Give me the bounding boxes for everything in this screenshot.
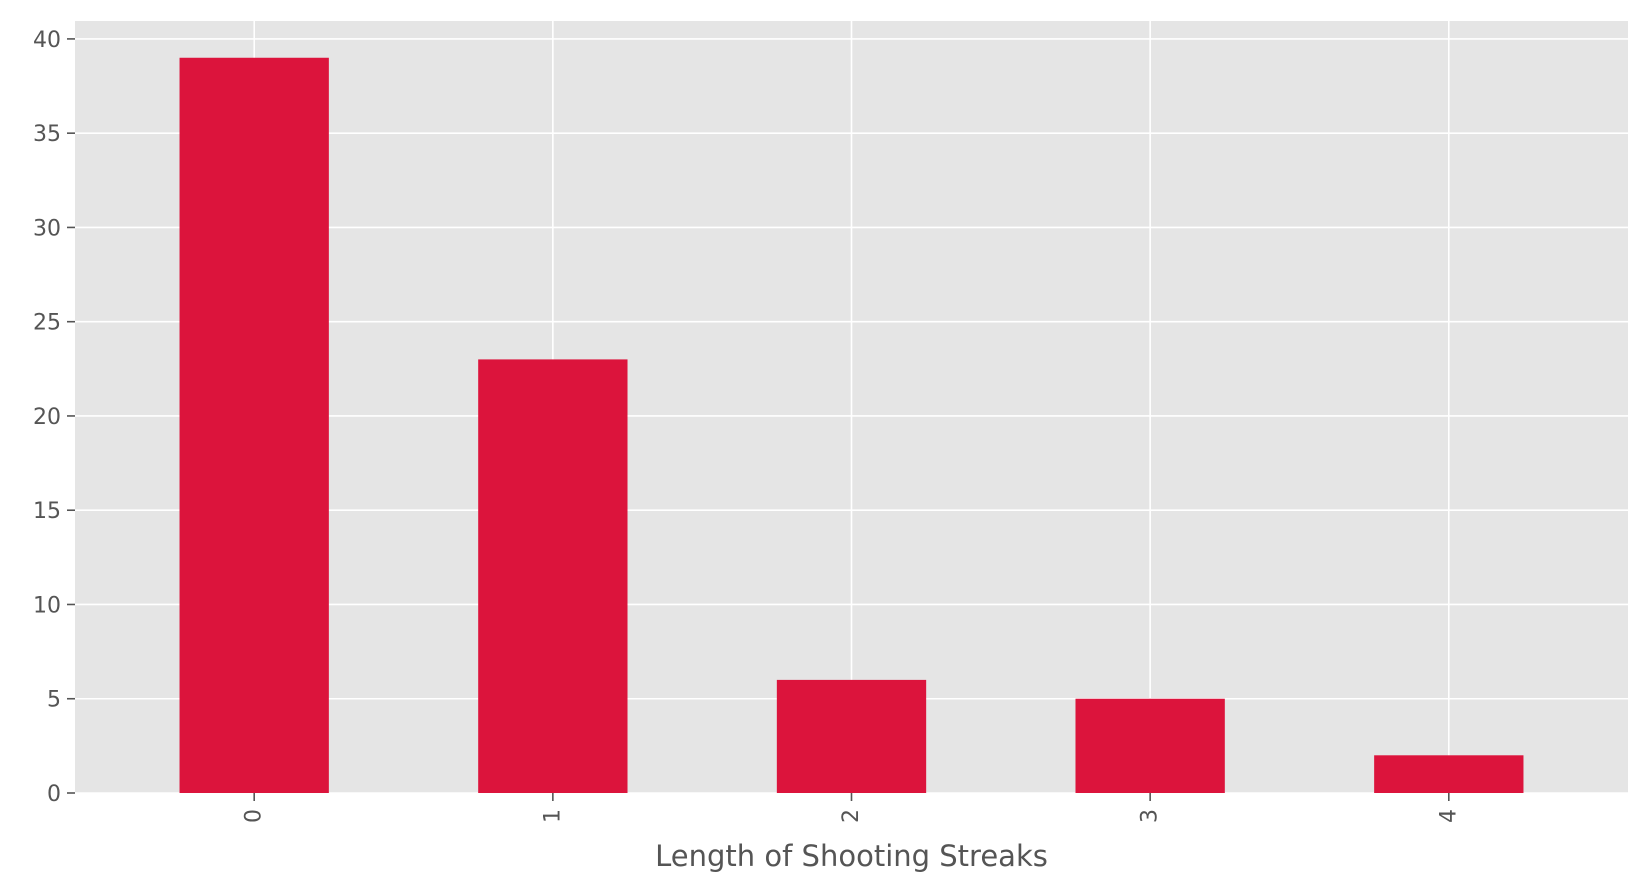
y-tick-label: 20 <box>33 405 61 430</box>
y-tick-label: 0 <box>47 782 61 807</box>
x-tick-label: 4 <box>1436 809 1461 823</box>
x-tick-label: 0 <box>242 809 267 823</box>
bar-4 <box>1374 755 1524 793</box>
x-tick-label: 1 <box>540 809 565 823</box>
y-tick-label: 35 <box>33 122 61 147</box>
x-axis-label: Length of Shooting Streaks <box>655 839 1048 873</box>
y-tick-label: 15 <box>33 499 61 524</box>
y-tick-label: 10 <box>33 593 61 618</box>
x-axis: 0 1 2 3 4 <box>242 793 1461 823</box>
y-tick-label: 30 <box>33 216 61 241</box>
y-axis: 0 5 10 15 20 25 30 35 40 <box>33 28 75 807</box>
bar-3 <box>1075 698 1225 793</box>
bar-2 <box>776 679 927 793</box>
y-tick-label: 25 <box>33 311 61 336</box>
bars <box>179 57 1524 794</box>
x-tick-label: 3 <box>1138 809 1163 823</box>
bar-0 <box>179 57 329 794</box>
y-tick-label: 40 <box>33 28 61 53</box>
y-tick-label: 5 <box>47 688 61 713</box>
bar-1 <box>478 359 628 793</box>
x-tick-label: 2 <box>839 809 864 823</box>
